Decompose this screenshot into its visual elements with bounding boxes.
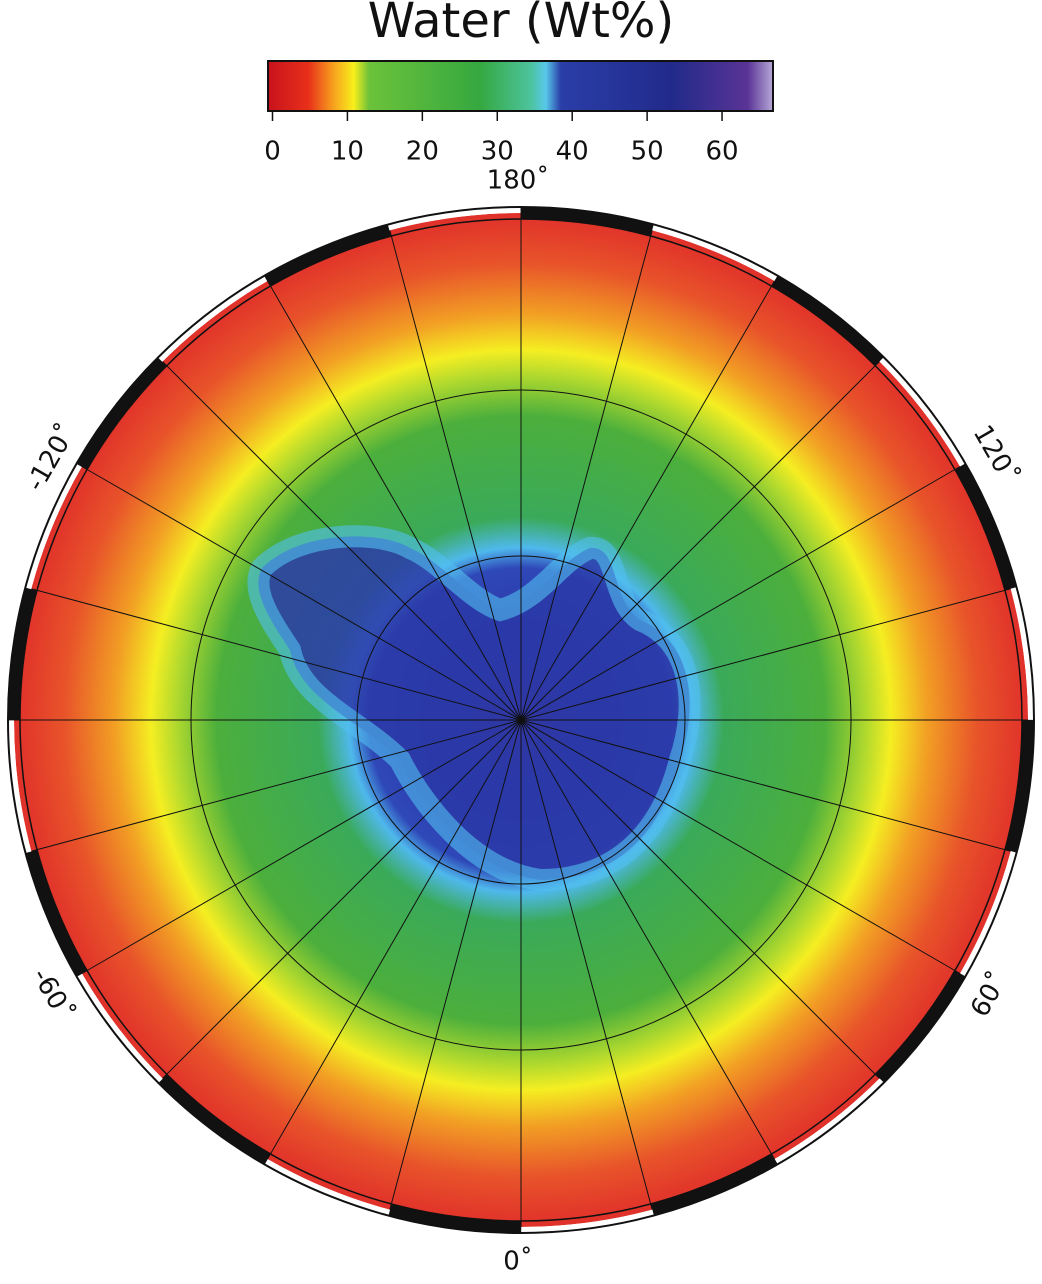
frame-ring bbox=[8, 207, 1034, 1233]
colorbar-tick-label: 30 bbox=[481, 137, 514, 167]
title: Water (Wt%) bbox=[368, 0, 675, 49]
map bbox=[14, 213, 1028, 1227]
longitude-label: 120˚ bbox=[967, 420, 1024, 489]
graticule bbox=[14, 213, 1028, 1227]
colorbar-tick-label: 20 bbox=[406, 137, 439, 167]
colorbar-tick-label: 60 bbox=[706, 137, 739, 167]
ice-edge bbox=[247, 525, 701, 892]
frame-inner bbox=[19, 218, 1023, 1222]
colorbar-gradient bbox=[267, 60, 774, 112]
longitude-label: 60˚ bbox=[965, 967, 1014, 1022]
colorbar-tick-label: 40 bbox=[556, 137, 589, 167]
colorbar-tick-label: 50 bbox=[631, 137, 664, 167]
ice-region bbox=[258, 536, 690, 880]
longitude-label: 0˚ bbox=[503, 1247, 533, 1277]
meridian bbox=[389, 230, 653, 1210]
longitude-label: -60˚ bbox=[26, 963, 80, 1026]
longitude-label: 180˚ bbox=[487, 166, 550, 196]
colorbar-tick-label: 10 bbox=[331, 137, 364, 167]
colorbar: 0 10 20 30 40 50 60 bbox=[264, 60, 774, 167]
colorbar-tick-label: 0 bbox=[264, 137, 281, 167]
